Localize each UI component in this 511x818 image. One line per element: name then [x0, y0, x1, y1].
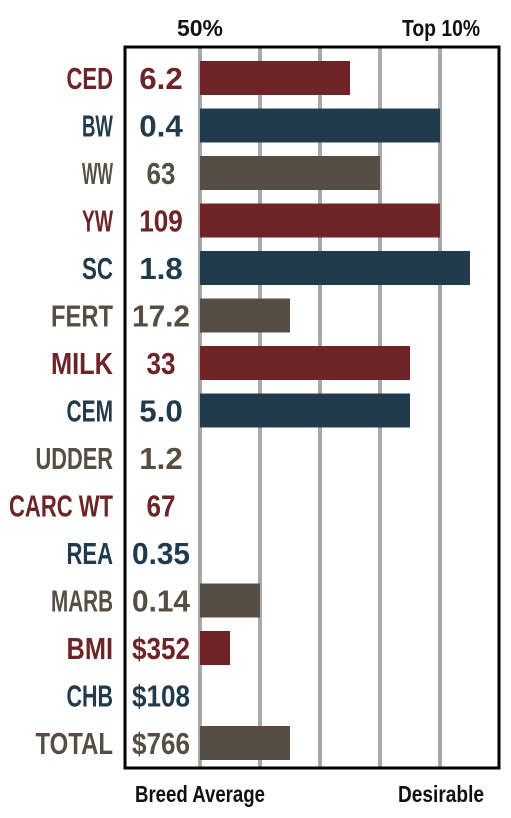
row-value: $108	[132, 679, 190, 714]
row-value: 6.2	[139, 61, 183, 96]
row-label: BW	[82, 109, 113, 144]
row-label: SC	[82, 251, 113, 286]
bars	[200, 61, 470, 760]
bottom-label-desirable: Desirable	[398, 781, 484, 807]
row-value: 109	[139, 204, 183, 239]
plot-frame	[123, 45, 501, 770]
row-label: UDDER	[36, 441, 114, 476]
bar-milk	[200, 346, 410, 380]
bar-sc	[200, 251, 470, 285]
row-value: 1.8	[139, 251, 183, 286]
row-label: TOTAL	[36, 726, 114, 761]
top-label-top10: Top 10%	[402, 15, 480, 41]
bar-fert	[200, 298, 290, 333]
row-label: FERT	[51, 299, 113, 334]
row-value: 0.35	[132, 536, 190, 571]
bar-bmi	[200, 631, 230, 665]
row-label: MARB	[51, 584, 113, 619]
row-label: BMI	[67, 631, 114, 666]
row-value: $766	[132, 726, 190, 761]
bar-marb	[200, 583, 260, 618]
row-value: 1.2	[139, 441, 183, 476]
row-value: 5.0	[139, 394, 183, 429]
row-value: 17.2	[132, 299, 190, 334]
row-label: MILK	[51, 346, 113, 381]
row-label: CEM	[67, 394, 114, 429]
row-value: 67	[147, 489, 176, 524]
bar-ced	[200, 61, 350, 95]
row-label: YW	[82, 204, 113, 239]
bar-ww	[200, 156, 380, 190]
row-value: 0.14	[132, 584, 191, 619]
bottom-label-breed-average: Breed Average	[135, 781, 265, 807]
row-label: REA	[67, 536, 114, 571]
row-label: CARC WT	[9, 489, 113, 524]
row-value: 33	[147, 346, 176, 381]
row-label: CED	[67, 61, 114, 96]
row-value: 63	[147, 156, 176, 191]
top-label-50: 50%	[177, 15, 223, 41]
row-label: CHB	[67, 679, 114, 714]
row-values: 6.2 0.4 63 109 1.8 17.2 33 5.0 1.2 67 0.35 0.14 $352…	[132, 61, 191, 761]
bar-total	[200, 726, 290, 760]
row-value: $352	[132, 631, 190, 666]
bar-cem	[200, 393, 410, 428]
row-label: WW	[82, 156, 113, 191]
bar-bw	[200, 108, 440, 143]
row-value: 0.4	[139, 109, 183, 144]
bar-yw	[200, 203, 440, 238]
row-labels: CED BW WW YW SC FERT MILK CEM UDDER CARC WT REA MAR…	[9, 61, 113, 761]
